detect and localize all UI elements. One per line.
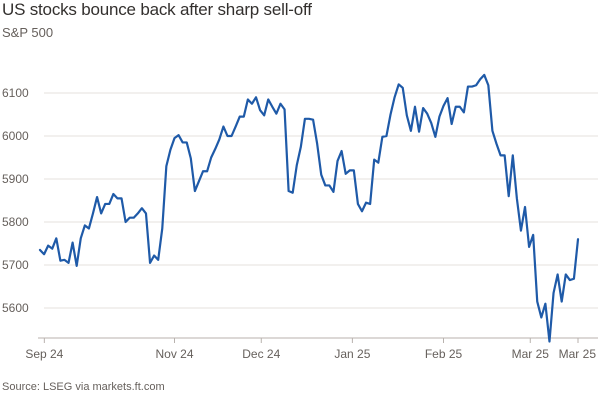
x-tick-label: Nov 24 (155, 347, 193, 361)
y-tick-label: 6000 (2, 129, 29, 143)
x-tick-label: Feb 25 (425, 347, 463, 361)
y-tick-label: 5600 (2, 301, 29, 315)
chart-subtitle: S&P 500 (2, 25, 54, 40)
y-tick-label: 5800 (2, 215, 29, 229)
x-tick-label: Sep 24 (25, 347, 63, 361)
x-tick-label: Mar 25 (559, 347, 597, 361)
x-axis-ticks: Sep 24 Nov 24 Dec 24 Jan 25 Feb 25 Mar 25 Mar … (25, 338, 596, 361)
gridlines (44, 92, 598, 309)
chart-title: US stocks bounce back after sharp sell-o… (2, 0, 312, 19)
x-tick-label: Mar 25 (512, 347, 550, 361)
series-line-sp500 (38, 73, 580, 343)
x-tick-label: Dec 24 (242, 347, 280, 361)
y-axis-ticks: 6100 6000 5900 5800 5700 5600 (2, 86, 29, 315)
x-tick-label: Jan 25 (334, 347, 370, 361)
y-tick-label: 5900 (2, 172, 29, 186)
y-tick-label: 5700 (2, 258, 29, 272)
y-tick-label: 6100 (2, 86, 29, 100)
source-note: Source: LSEG via markets.ft.com (2, 381, 165, 393)
